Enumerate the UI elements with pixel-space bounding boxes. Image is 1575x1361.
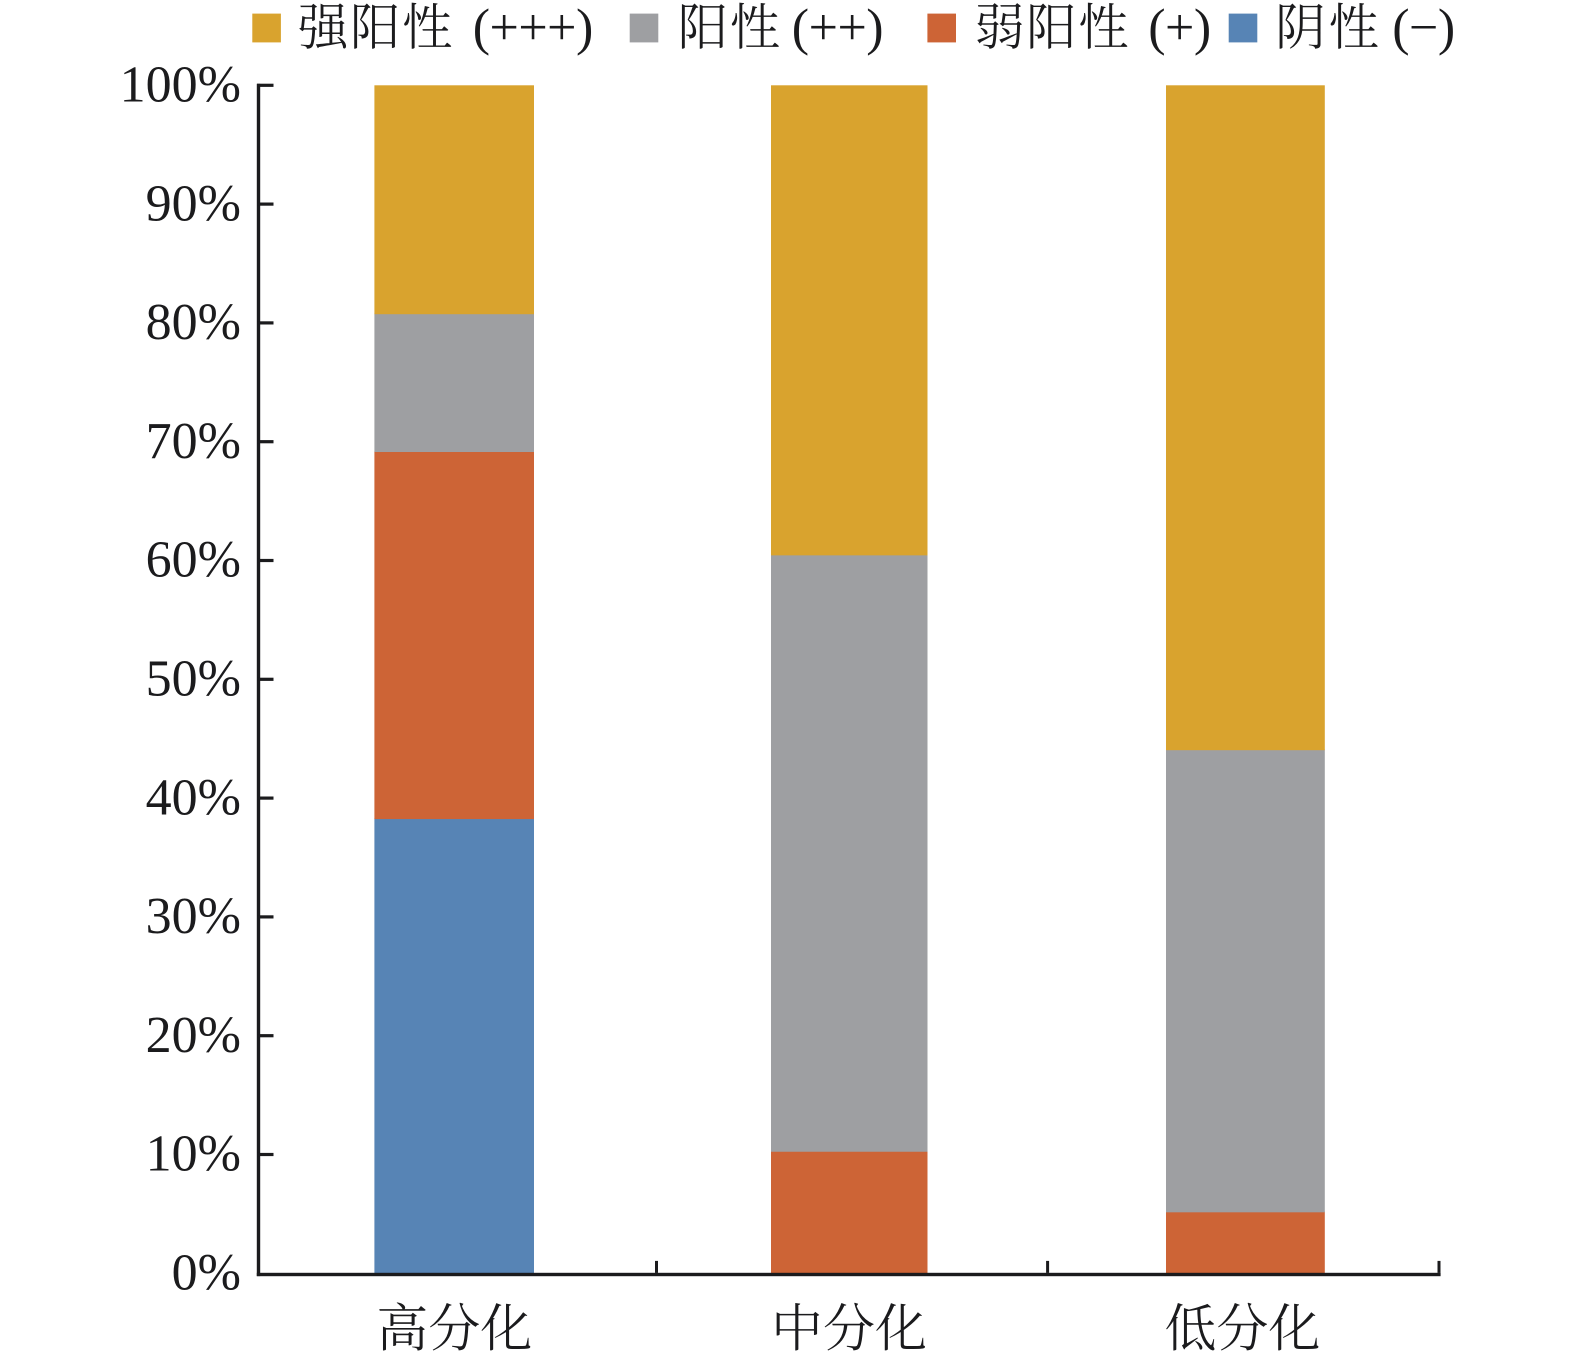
svg-text:(+++): (+++) [473,0,593,57]
svg-text:60%: 60% [146,532,241,589]
svg-text:100%: 100% [120,57,241,114]
svg-text:(−): (−) [1392,0,1454,57]
svg-text:(+): (+) [1148,0,1210,57]
svg-text:(++): (++) [792,0,883,57]
svg-text:10%: 10% [146,1126,241,1183]
svg-text:20%: 20% [146,1007,241,1064]
svg-text:40%: 40% [146,769,241,826]
svg-text:0%: 0% [172,1245,241,1302]
svg-text:90%: 90% [146,175,241,232]
svg-text:30%: 30% [146,888,241,945]
svg-text:50%: 50% [146,651,241,708]
svg-text:80%: 80% [146,294,241,351]
svg-text:70%: 70% [146,413,241,470]
